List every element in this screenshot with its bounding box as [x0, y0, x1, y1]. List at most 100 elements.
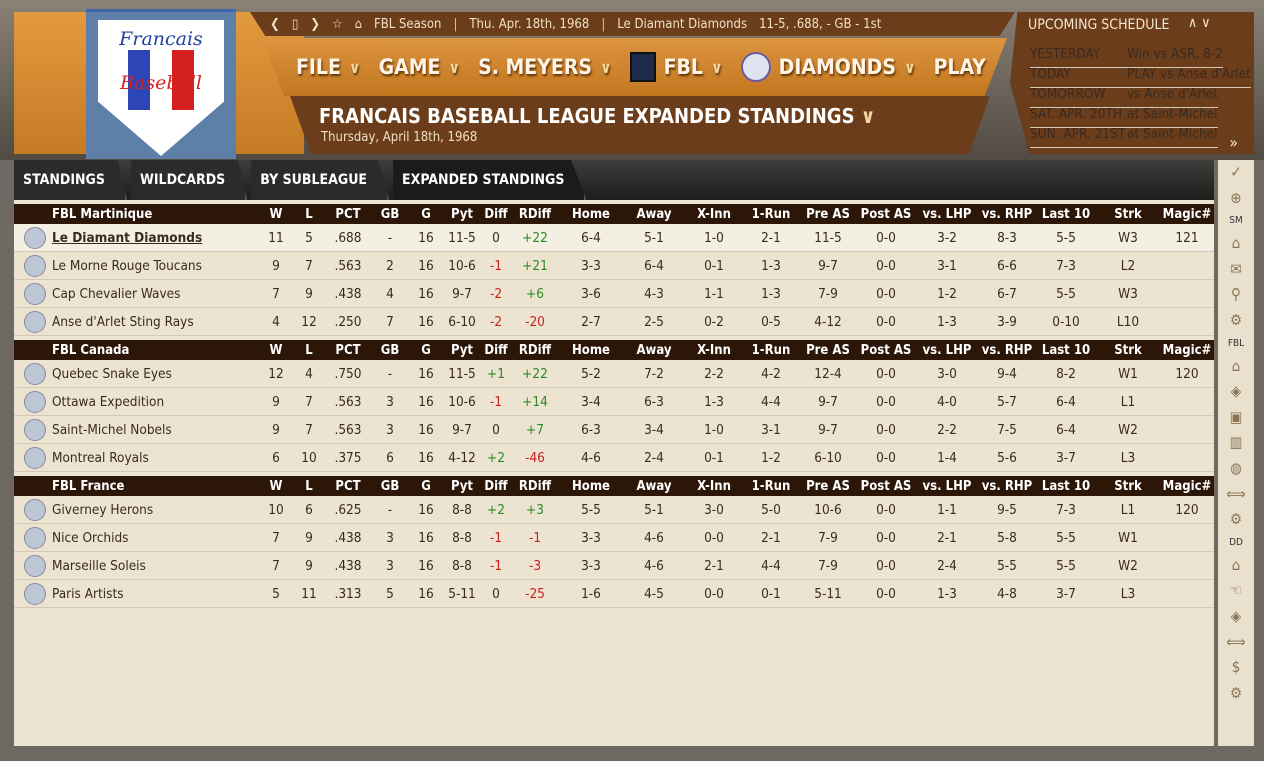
column-header[interactable]: Strk [1114, 206, 1142, 222]
team-name[interactable]: Ottawa Expedition [52, 393, 165, 410]
column-header[interactable]: W [269, 206, 283, 222]
column-header[interactable]: GB [380, 478, 400, 494]
diamond-icon[interactable]: ◈ [1230, 382, 1242, 401]
team-name[interactable]: Le Morne Rouge Toucans [52, 257, 202, 274]
schedule-arrows-icon[interactable]: ∧ ∨ [1188, 15, 1211, 31]
league-logo[interactable]: Francais Baseball [86, 9, 236, 159]
globe-icon[interactable]: ⊕ [1230, 188, 1242, 207]
column-header[interactable]: Diff [484, 206, 508, 222]
gear-icon[interactable]: ⚙ [1229, 310, 1243, 329]
column-header[interactable]: Pyt [450, 342, 474, 358]
column-header[interactable]: Diff [484, 342, 508, 358]
column-header[interactable]: Post AS [860, 478, 912, 494]
column-header[interactable]: Home [572, 478, 610, 494]
home-icon[interactable]: ⌂ [354, 16, 362, 32]
transactions-icon[interactable]: ⟺ [1226, 484, 1246, 503]
tab-standings[interactable]: STANDINGS [14, 160, 127, 200]
column-header[interactable]: G [421, 342, 431, 358]
schedule-item[interactable]: TOMORROW vs Anse d'Arlet [1030, 80, 1218, 108]
season-label[interactable]: FBL Season [374, 16, 442, 32]
column-header[interactable]: L [305, 342, 313, 358]
column-header[interactable]: G [421, 478, 431, 494]
hand-icon[interactable]: ☜ [1229, 581, 1243, 600]
menu-manager[interactable]: S. MEYERS ∨ [478, 55, 612, 79]
column-header[interactable]: X-Inn [697, 478, 731, 494]
gear-icon[interactable]: ⚙ [1229, 683, 1243, 702]
column-header[interactable]: GB [380, 342, 400, 358]
column-header[interactable]: Pre AS [806, 206, 850, 222]
home-icon[interactable]: ⌂ [1231, 555, 1241, 574]
column-header[interactable]: 1-Run [751, 342, 791, 358]
team-label[interactable]: Le Diamant Diamonds [617, 16, 748, 32]
column-header[interactable]: Strk [1114, 342, 1142, 358]
team-row[interactable]: Cap Chevalier Waves 7 9 .438 4 16 9-7 -2 +6 3-6 4-… [14, 280, 1214, 308]
schedule-item[interactable]: SAT. APR. 20TH at Saint-Michel [1030, 100, 1218, 128]
column-header[interactable]: 1-Run [751, 478, 791, 494]
column-header[interactable]: L [305, 206, 313, 222]
team-name[interactable]: Quebec Snake Eyes [52, 365, 172, 382]
column-header[interactable]: PCT [335, 478, 361, 494]
column-header[interactable]: Strk [1114, 478, 1142, 494]
schedule-item[interactable]: SUN. APR. 21ST at Saint-Michel [1030, 120, 1218, 148]
team-name[interactable]: Nice Orchids [52, 529, 129, 546]
team-name[interactable]: Le Diamant Diamonds [52, 229, 203, 246]
team-row[interactable]: Giverney Herons 10 6 .625 - 16 8-8 +2 +3 5-5 5-1 3-… [14, 496, 1214, 524]
column-header[interactable]: Last 10 [1041, 478, 1091, 494]
transactions-icon[interactable]: ⟺ [1226, 632, 1246, 651]
team-name[interactable]: Paris Artists [52, 585, 124, 602]
team-row[interactable]: Le Diamant Diamonds 11 5 .688 - 16 11-5 0 +22 6-4… [14, 224, 1214, 252]
page-title[interactable]: FRANCAIS BASEBALL LEAGUE EXPANDED STANDI… [319, 104, 876, 128]
tab-expanded-standings[interactable]: EXPANDED STANDINGS [393, 160, 587, 200]
column-header[interactable]: Home [572, 206, 610, 222]
gear-icon[interactable]: ⚙ [1229, 510, 1243, 529]
column-header[interactable]: 1-Run [751, 206, 791, 222]
dollar-icon[interactable]: $ [1231, 658, 1241, 677]
column-header[interactable]: X-Inn [697, 342, 731, 358]
column-header[interactable]: vs. LHP [922, 342, 972, 358]
column-header[interactable]: G [421, 206, 431, 222]
back-icon[interactable]: ❮ [270, 16, 280, 32]
menu-league[interactable]: FBL ∨ [629, 52, 723, 82]
more-icon[interactable]: » [1229, 133, 1238, 152]
team-name[interactable]: Montreal Royals [52, 449, 149, 466]
column-header[interactable]: Magic# [1162, 206, 1212, 222]
mail-icon[interactable]: ✉ [1230, 259, 1242, 278]
team-row[interactable]: Paris Artists 5 11 .313 5 16 5-11 0 -25 1-6 4-5 0-0… [14, 580, 1214, 608]
forward-icon[interactable]: ❯ [310, 16, 321, 32]
column-header[interactable]: Last 10 [1041, 206, 1091, 222]
column-header[interactable]: Away [636, 478, 672, 494]
column-header[interactable]: Pyt [450, 206, 474, 222]
column-header[interactable]: Pre AS [806, 478, 850, 494]
team-name[interactable]: Anse d'Arlet Sting Rays [52, 313, 194, 330]
home-icon[interactable]: ⌂ [1231, 234, 1241, 253]
schedule-item[interactable]: TODAY PLAY vs Anse d'Arlet [1030, 60, 1251, 88]
team-name[interactable]: Cap Chevalier Waves [52, 285, 181, 302]
star-icon[interactable]: ☆ [332, 16, 343, 32]
column-header[interactable]: Last 10 [1041, 342, 1091, 358]
team-row[interactable]: Quebec Snake Eyes 12 4 .750 - 16 11-5 +1 +22 5-2 7… [14, 360, 1214, 388]
column-header[interactable]: Magic# [1162, 342, 1212, 358]
team-row[interactable]: Nice Orchids 7 9 .438 3 16 8-8 -1 -1 3-3 4-6 0-0 2-1… [14, 524, 1214, 552]
column-header[interactable]: Post AS [860, 342, 912, 358]
column-header[interactable]: PCT [335, 206, 361, 222]
column-header[interactable]: RDiff [518, 206, 552, 222]
column-header[interactable]: Away [636, 342, 672, 358]
column-header[interactable]: Home [572, 342, 610, 358]
column-header[interactable]: Post AS [860, 206, 912, 222]
menu-team[interactable]: DIAMONDS ∨ [740, 52, 916, 82]
column-header[interactable]: RDiff [518, 478, 552, 494]
column-header[interactable]: vs. LHP [922, 206, 972, 222]
column-header[interactable]: vs. LHP [922, 478, 972, 494]
schedule-item[interactable]: YESTERDAY Win vs ASR, 8-2 [1030, 40, 1224, 68]
column-header[interactable]: vs. RHP [981, 206, 1033, 222]
column-header[interactable]: W [269, 342, 283, 358]
home-icon[interactable]: ⌂ [1231, 356, 1241, 375]
column-header[interactable]: Magic# [1162, 478, 1212, 494]
column-header[interactable]: RDiff [518, 342, 552, 358]
id-card-icon[interactable]: ▣ [1229, 407, 1243, 426]
column-header[interactable]: GB [380, 206, 400, 222]
baseball-icon[interactable]: ◍ [1230, 458, 1242, 477]
column-header[interactable]: Diff [484, 478, 508, 494]
column-header[interactable]: Pyt [450, 478, 474, 494]
team-row[interactable]: Ottawa Expedition 9 7 .563 3 16 10-6 -1 +14 3-4 6-… [14, 388, 1214, 416]
